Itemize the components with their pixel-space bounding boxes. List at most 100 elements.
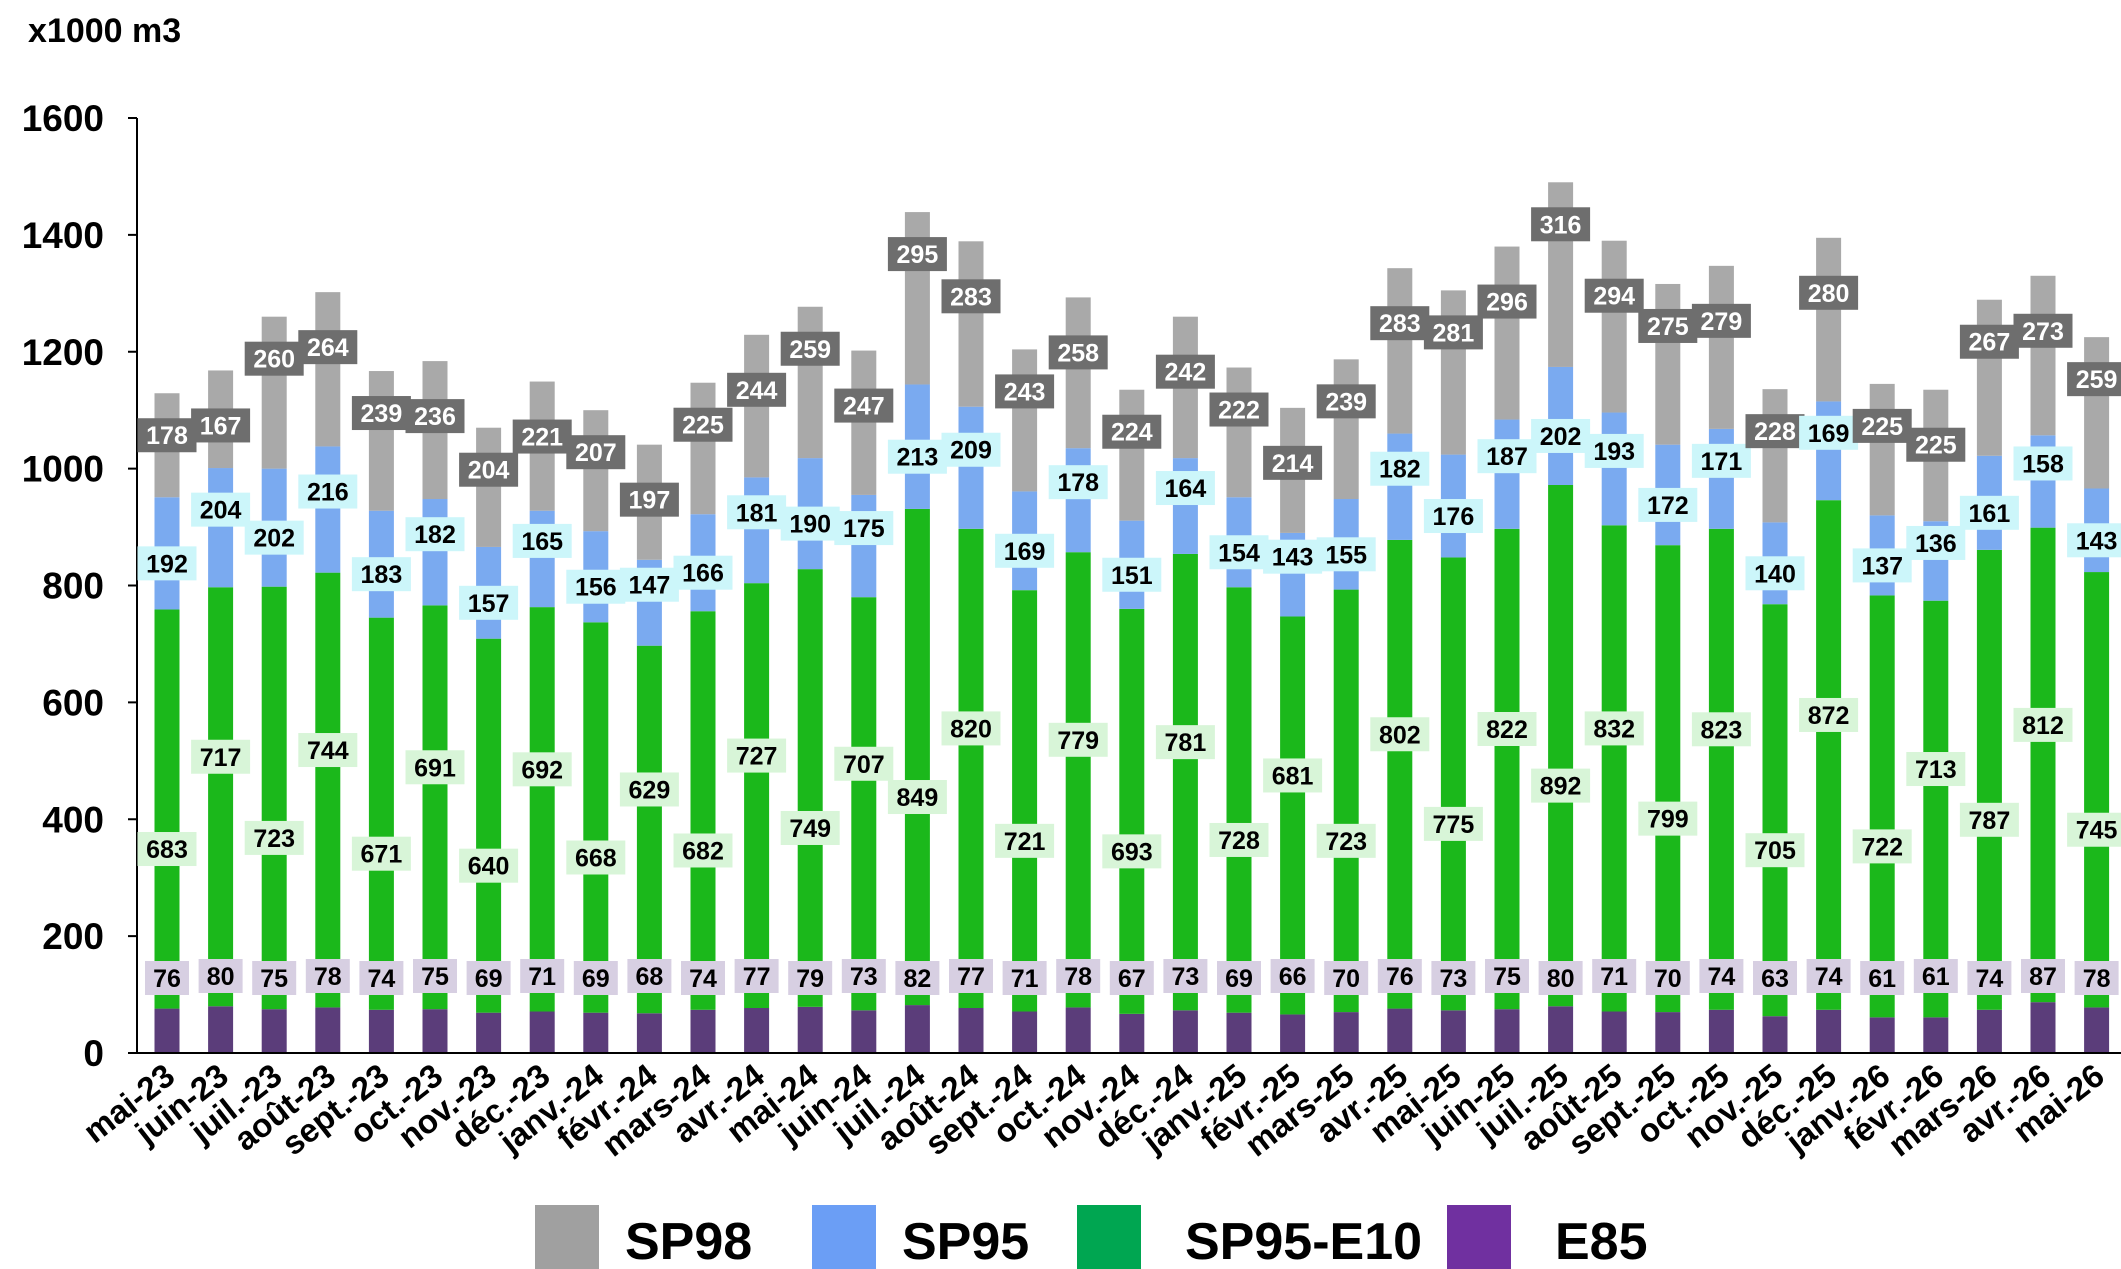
data-label-box: [198, 959, 243, 993]
data-label: 156: [575, 574, 617, 602]
data-label-box: [1691, 303, 1751, 338]
y-tick-label: 1000: [22, 449, 104, 490]
data-label-box: [941, 711, 1001, 746]
bar-segment-sp98: [2030, 275, 2056, 436]
bar-segment-e85: [583, 1012, 609, 1053]
data-label: 166: [682, 560, 724, 588]
data-label: 281: [1433, 319, 1475, 347]
bar-segment-e85: [851, 1010, 877, 1053]
data-label-box: [941, 279, 1001, 314]
data-label-box: [1745, 556, 1805, 591]
data-label: 216: [307, 479, 349, 507]
bar-segment-sp98: [1065, 297, 1091, 449]
data-label-box: [1691, 443, 1751, 478]
bar-segment-sp98: [1119, 389, 1145, 521]
data-label: 214: [1272, 450, 1314, 478]
data-label-box: [459, 585, 519, 620]
data-label-box: [780, 810, 840, 845]
data-label-box: [1155, 725, 1215, 760]
bar-segment-sp95-e10: [1655, 545, 1681, 1013]
data-label: 723: [253, 825, 295, 853]
data-label: 222: [1218, 397, 1260, 425]
data-label: 143: [1272, 544, 1314, 572]
data-label: 80: [207, 963, 235, 991]
bar-segment-e85: [476, 1012, 502, 1053]
data-label: 192: [146, 550, 188, 578]
data-label: 161: [1969, 500, 2011, 528]
y-tick-label: 0: [83, 1033, 104, 1074]
data-label: 705: [1754, 837, 1796, 865]
data-label: 247: [843, 393, 885, 421]
data-label: 69: [475, 965, 503, 993]
data-label: 236: [414, 403, 456, 431]
bar-segment-e85: [2030, 1002, 2056, 1053]
data-label: 69: [582, 965, 610, 993]
data-label: 749: [789, 815, 831, 843]
data-label-box: [137, 418, 197, 453]
data-label-box: [1959, 495, 2019, 530]
data-label: 74: [1707, 963, 1735, 991]
data-label-box: [137, 832, 197, 867]
data-label: 225: [1861, 413, 1903, 441]
data-label: 193: [1593, 438, 1635, 466]
bar-segment-sp98: [368, 371, 394, 511]
data-label: 727: [736, 743, 778, 771]
data-label-box: [1370, 717, 1430, 752]
y-tick-label: 1600: [22, 98, 104, 139]
data-label: 157: [468, 590, 510, 618]
data-label-box: [1477, 284, 1537, 319]
data-label-box: [941, 432, 1001, 467]
data-label-box: [2067, 362, 2121, 397]
data-label-box: [1270, 959, 1315, 993]
data-label-box: [298, 330, 358, 365]
bar-segment-e85: [1762, 1016, 1788, 1053]
data-label-box: [995, 374, 1055, 409]
bar-segment-sp98: [1601, 240, 1627, 413]
data-label-box: [1316, 537, 1376, 572]
data-label: 181: [736, 499, 778, 527]
legend: SP98 SP95 SP95-E10 E85: [535, 1205, 1648, 1269]
bar-segment-sp98: [1226, 367, 1252, 498]
data-label: 775: [1433, 811, 1475, 839]
bar-segment-sp95-e10: [1548, 484, 1574, 1007]
data-label-box: [1155, 471, 1215, 506]
data-label-box: [1967, 961, 2012, 995]
data-label-box: [1531, 768, 1591, 803]
bar-segment-e85: [690, 1009, 716, 1053]
data-label-box: [405, 517, 465, 552]
data-label-box: [244, 520, 304, 555]
data-label-box: [191, 492, 251, 527]
bar-segment-sp95-e10: [1119, 608, 1145, 1014]
bar-segment-sp95-e10: [368, 617, 394, 1010]
bar-segment-e85: [1119, 1013, 1145, 1053]
bar-segment-sp95: [1387, 433, 1413, 540]
data-label-box: [673, 555, 733, 590]
data-label: 682: [682, 837, 724, 865]
data-label: 283: [1379, 310, 1421, 338]
bar-segment-sp95-e10: [1762, 604, 1788, 1017]
bar-segment-e85: [797, 1006, 823, 1053]
bar-segment-sp95-e10: [1869, 595, 1895, 1018]
bar-segment-e85: [1869, 1017, 1895, 1053]
data-label-box: [1860, 961, 1905, 995]
data-label-box: [1485, 959, 1529, 993]
y-axis: 0 200 400 600 800 1000 1200 1400 1600: [22, 98, 138, 1074]
data-label: 187: [1486, 443, 1528, 471]
data-label: 82: [903, 965, 931, 993]
data-label-box: [1209, 392, 1269, 427]
data-label: 80: [1547, 965, 1575, 993]
bar-segment-sp98: [1655, 283, 1681, 445]
data-label-box: [459, 848, 519, 883]
data-label-box: [1056, 959, 1101, 993]
data-label: 779: [1057, 727, 1099, 755]
data-label: 267: [1969, 329, 2011, 357]
data-label-box: [1477, 711, 1537, 746]
bar-segment-e85: [1172, 1010, 1198, 1053]
data-label: 244: [736, 377, 778, 405]
bar-segment-sp95: [422, 499, 448, 606]
data-label-box: [1477, 439, 1537, 474]
data-label-box: [1048, 465, 1108, 500]
data-label: 812: [2022, 712, 2064, 740]
data-label: 713: [1915, 756, 1957, 784]
data-label: 744: [307, 737, 349, 765]
